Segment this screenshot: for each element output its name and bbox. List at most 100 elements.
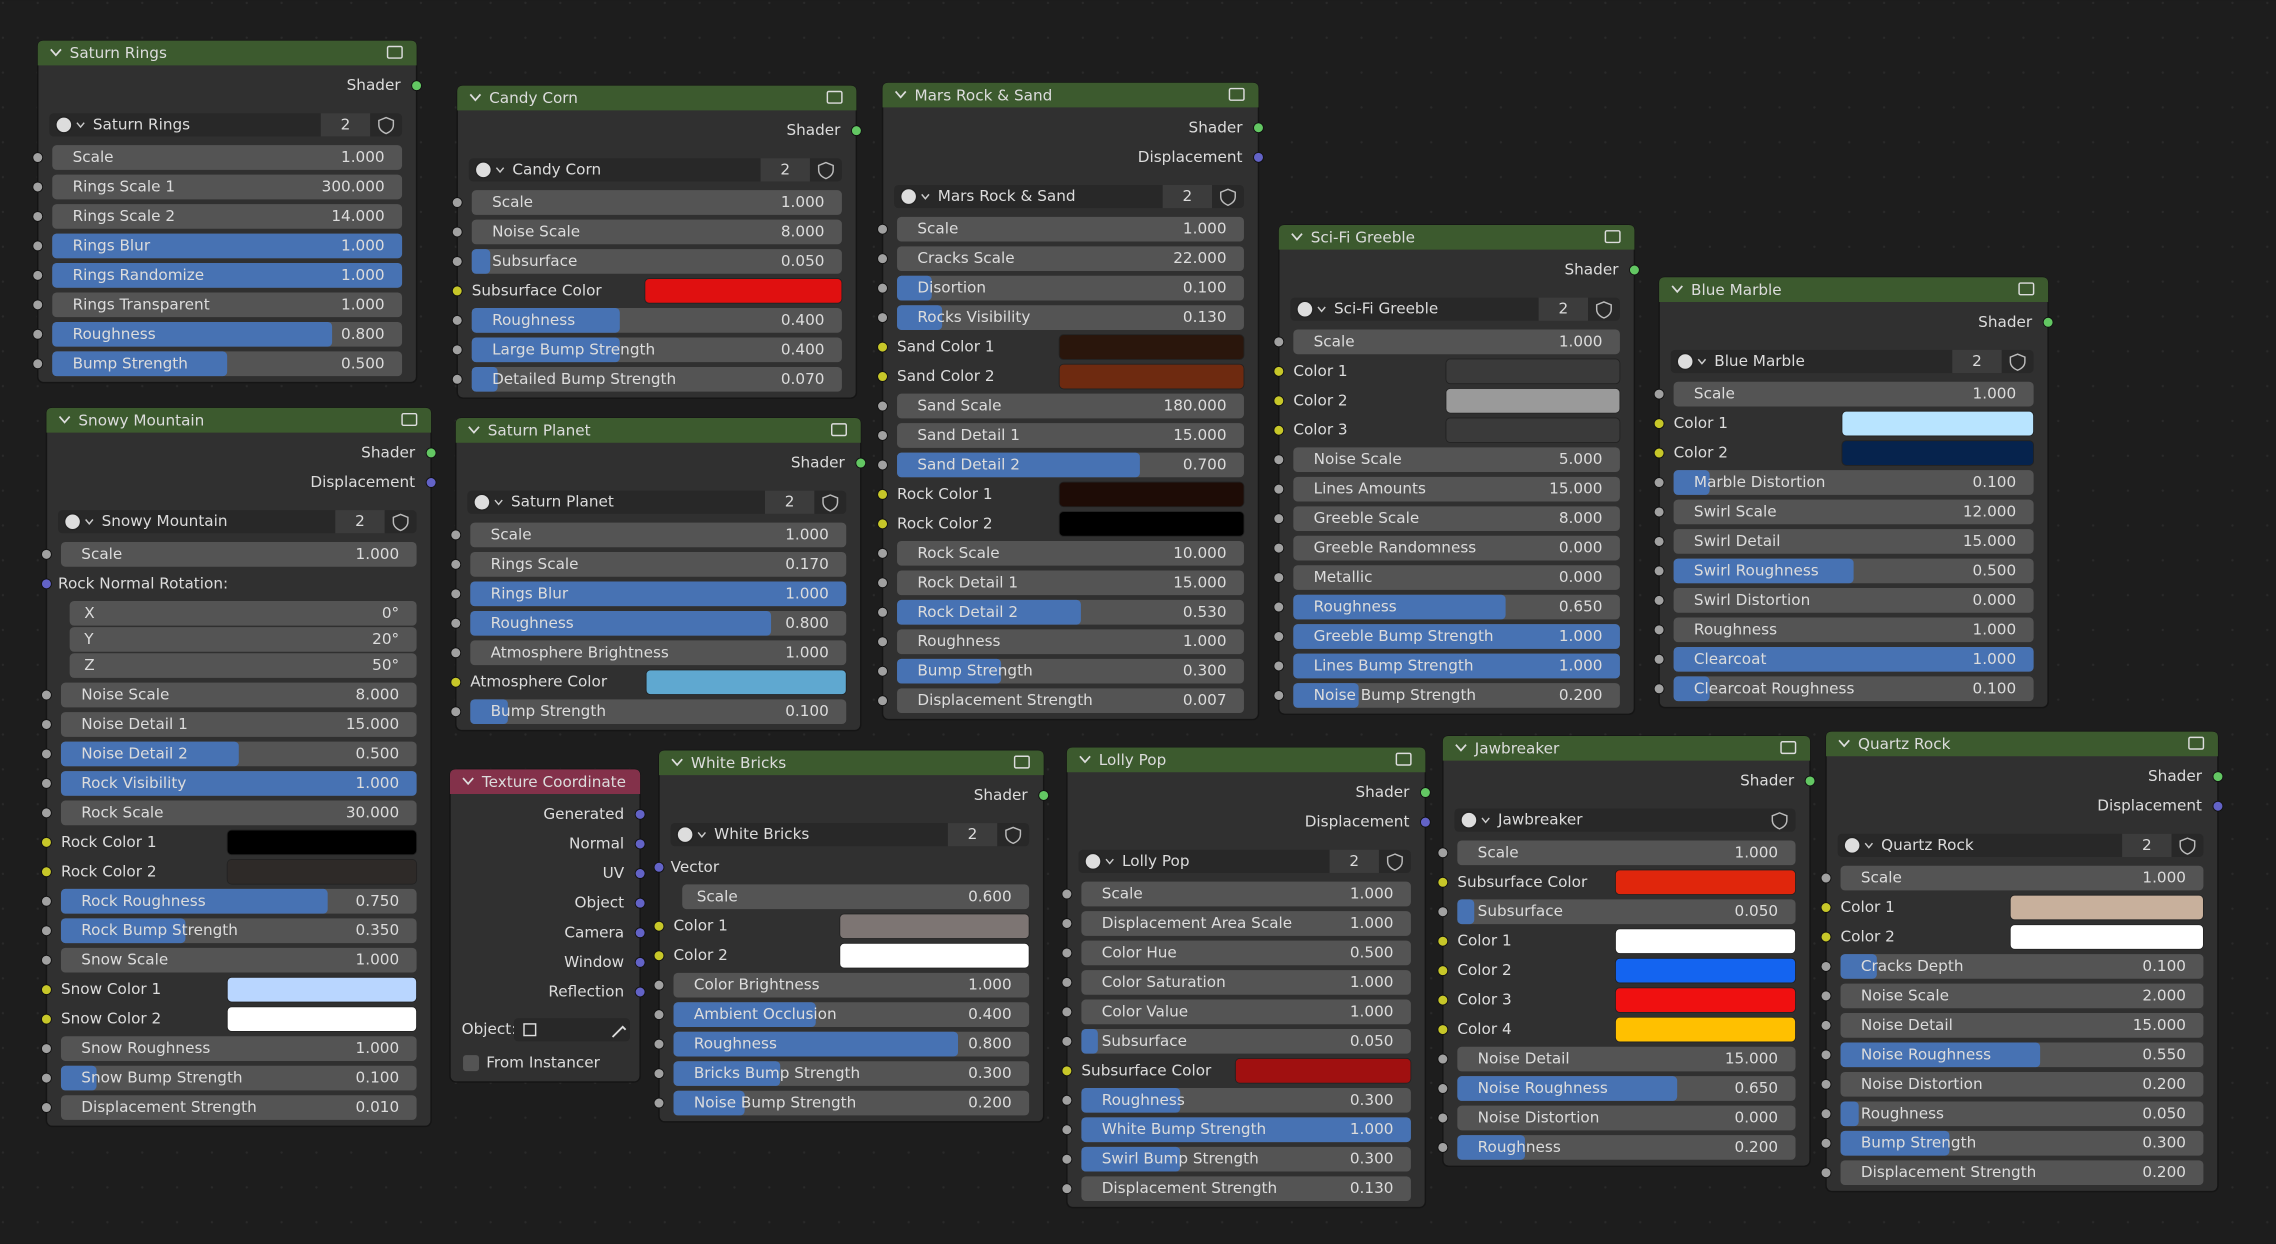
input-socket[interactable] [41,748,52,760]
slider-field[interactable] [1840,1013,2204,1038]
node[interactable]: Snowy Mountain Shader Displacement Snowy Mo… [41,407,437,1128]
input-socket[interactable] [877,518,888,530]
color-swatch[interactable] [226,859,418,885]
input-socket[interactable] [1061,1124,1073,1136]
slider-field[interactable] [69,627,417,652]
datablock-field[interactable] [894,184,1244,209]
fake-user-shield[interactable] [817,161,834,180]
input-socket[interactable] [450,588,462,600]
input-socket[interactable] [1061,1153,1073,1165]
slider-field[interactable] [1673,499,2034,525]
collapse-arrow[interactable] [468,426,480,434]
output-socket[interactable] [2042,316,2054,328]
slider-field[interactable] [1840,1101,2204,1127]
input-socket[interactable] [450,676,462,688]
slider-field[interactable] [52,292,403,318]
color-swatch[interactable] [839,942,1030,969]
input-socket[interactable] [32,358,44,370]
input-socket[interactable] [877,577,888,589]
input-socket[interactable] [1820,961,1832,972]
slider-field[interactable] [60,1095,417,1120]
input-socket[interactable] [653,979,665,991]
slider-field[interactable] [471,366,842,392]
datablock-field[interactable] [467,490,847,514]
color-swatch[interactable] [1445,417,1621,444]
input-socket[interactable] [1273,690,1285,701]
slider-field[interactable] [1081,1029,1411,1054]
color-swatch[interactable] [1614,1016,1796,1043]
fake-user-shield[interactable] [378,116,395,135]
datablock-field[interactable] [468,158,842,182]
output-socket[interactable] [1420,816,1431,828]
color-swatch[interactable] [1841,440,2035,466]
datablock-field[interactable] [670,823,1030,847]
input-socket[interactable] [451,256,463,267]
slider-field[interactable] [1840,865,2204,891]
object-field[interactable] [513,1018,630,1042]
input-socket[interactable] [1653,683,1665,695]
input-socket[interactable] [1820,872,1832,884]
output-socket[interactable] [1629,264,1640,276]
input-socket[interactable] [1437,876,1449,888]
input-socket[interactable] [877,459,888,471]
color-swatch[interactable] [1445,358,1621,385]
input-socket[interactable] [451,197,463,208]
input-socket[interactable] [32,270,44,281]
input-socket[interactable] [1653,388,1665,400]
input-socket[interactable] [877,312,888,323]
output-socket[interactable] [1420,787,1431,798]
collapse-arrow[interactable] [1671,285,1683,294]
slider-field[interactable] [1457,899,1796,925]
slider-field[interactable] [1840,1071,2204,1097]
input-socket[interactable] [1653,653,1665,665]
slider-field[interactable] [673,972,1030,998]
input-socket[interactable] [1061,977,1073,988]
fake-user-shield[interactable] [392,513,409,532]
input-socket[interactable] [1820,1020,1832,1031]
input-socket[interactable] [32,299,44,311]
input-socket[interactable] [1273,454,1285,466]
datablock-field[interactable] [1837,833,2204,858]
color-swatch[interactable] [1614,928,1796,954]
slider-field[interactable] [1457,840,1796,866]
color-swatch[interactable] [1058,363,1245,390]
slider-field[interactable] [60,1065,417,1091]
slider-field[interactable] [897,541,1244,566]
slider-field[interactable] [1840,983,2204,1009]
collapse-arrow[interactable] [50,48,62,57]
input-socket[interactable] [877,606,888,618]
output-socket[interactable] [634,838,646,850]
input-socket[interactable] [653,1097,665,1109]
datablock-field[interactable] [1454,808,1796,832]
slider-field[interactable] [897,275,1244,301]
output-socket[interactable] [634,897,646,909]
color-swatch[interactable] [226,829,418,856]
input-socket[interactable] [1653,536,1665,547]
output-socket[interactable] [634,957,646,968]
input-socket[interactable] [1273,513,1285,525]
input-socket[interactable] [877,400,888,412]
input-socket[interactable] [1653,506,1665,518]
slider-field[interactable] [60,682,417,708]
node[interactable]: Jawbreaker Shader Jawbreaker Scale 1.000 Subs… [1437,735,1816,1168]
slider-field[interactable] [1081,970,1411,995]
slider-field[interactable] [470,552,847,577]
color-swatch[interactable] [1058,334,1245,360]
output-socket[interactable] [855,457,867,469]
datablock-field[interactable] [1078,849,1411,873]
input-socket[interactable] [41,895,52,907]
slider-field[interactable] [1081,881,1411,907]
input-socket[interactable] [41,866,52,878]
input-socket[interactable] [32,328,44,340]
input-socket[interactable] [1273,365,1285,377]
input-socket[interactable] [41,548,52,560]
node[interactable]: Saturn Planet Shader Saturn Planet 2 Scale 1.… [450,417,867,732]
input-socket[interactable] [877,636,888,648]
color-swatch[interactable] [645,669,847,696]
input-socket[interactable] [1437,994,1449,1006]
input-socket[interactable] [451,344,463,356]
output-socket[interactable] [634,868,646,879]
input-socket[interactable] [1061,1094,1073,1106]
input-socket[interactable] [1653,565,1665,577]
input-socket[interactable] [1820,1167,1832,1179]
